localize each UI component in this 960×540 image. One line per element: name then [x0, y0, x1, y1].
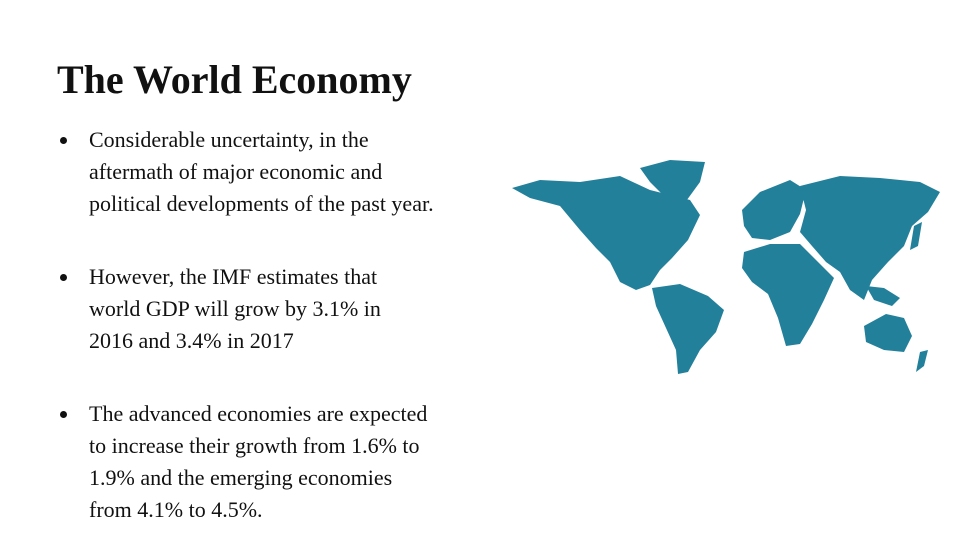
- bullet-dot: [60, 274, 67, 281]
- bullet-text-line: political developments of the past year.: [89, 191, 434, 216]
- south-america: [652, 284, 724, 374]
- bullet-item: Considerable uncertainty, in the aftermat…: [60, 124, 434, 220]
- bullet-dot: [60, 137, 67, 144]
- bullet-text-line: world GDP will grow by 3.1% in: [89, 296, 381, 321]
- africa: [742, 244, 834, 346]
- bullet-text-line: aftermath of major economic and: [89, 159, 383, 184]
- bullet-dot: [60, 411, 67, 418]
- new-zealand: [916, 350, 928, 372]
- greenland: [640, 160, 705, 204]
- asia: [800, 176, 940, 300]
- bullet-text-line: The advanced economies are expected: [89, 401, 428, 426]
- bullet-text-line: 1.9% and the emerging economies: [89, 465, 393, 490]
- bullet-text-line: from 4.1% to 4.5%.: [89, 497, 263, 522]
- north-america: [512, 176, 700, 290]
- southeast-asia: [866, 286, 900, 306]
- slide-title: The World Economy: [57, 57, 412, 102]
- bullet-text-line: 2016 and 3.4% in 2017: [89, 328, 294, 353]
- bullet-item: The advanced economies are expected to in…: [60, 398, 427, 526]
- world-map: [512, 160, 940, 374]
- europe: [742, 180, 806, 240]
- japan: [910, 222, 922, 250]
- bullet-text-line: to increase their growth from 1.6% to: [89, 433, 420, 458]
- bullet-text-line: However, the IMF estimates that: [89, 264, 378, 289]
- bullet-item: However, the IMF estimates that world GDP…: [60, 261, 381, 357]
- australia: [864, 314, 912, 352]
- bullet-text-line: Considerable uncertainty, in the: [89, 127, 369, 152]
